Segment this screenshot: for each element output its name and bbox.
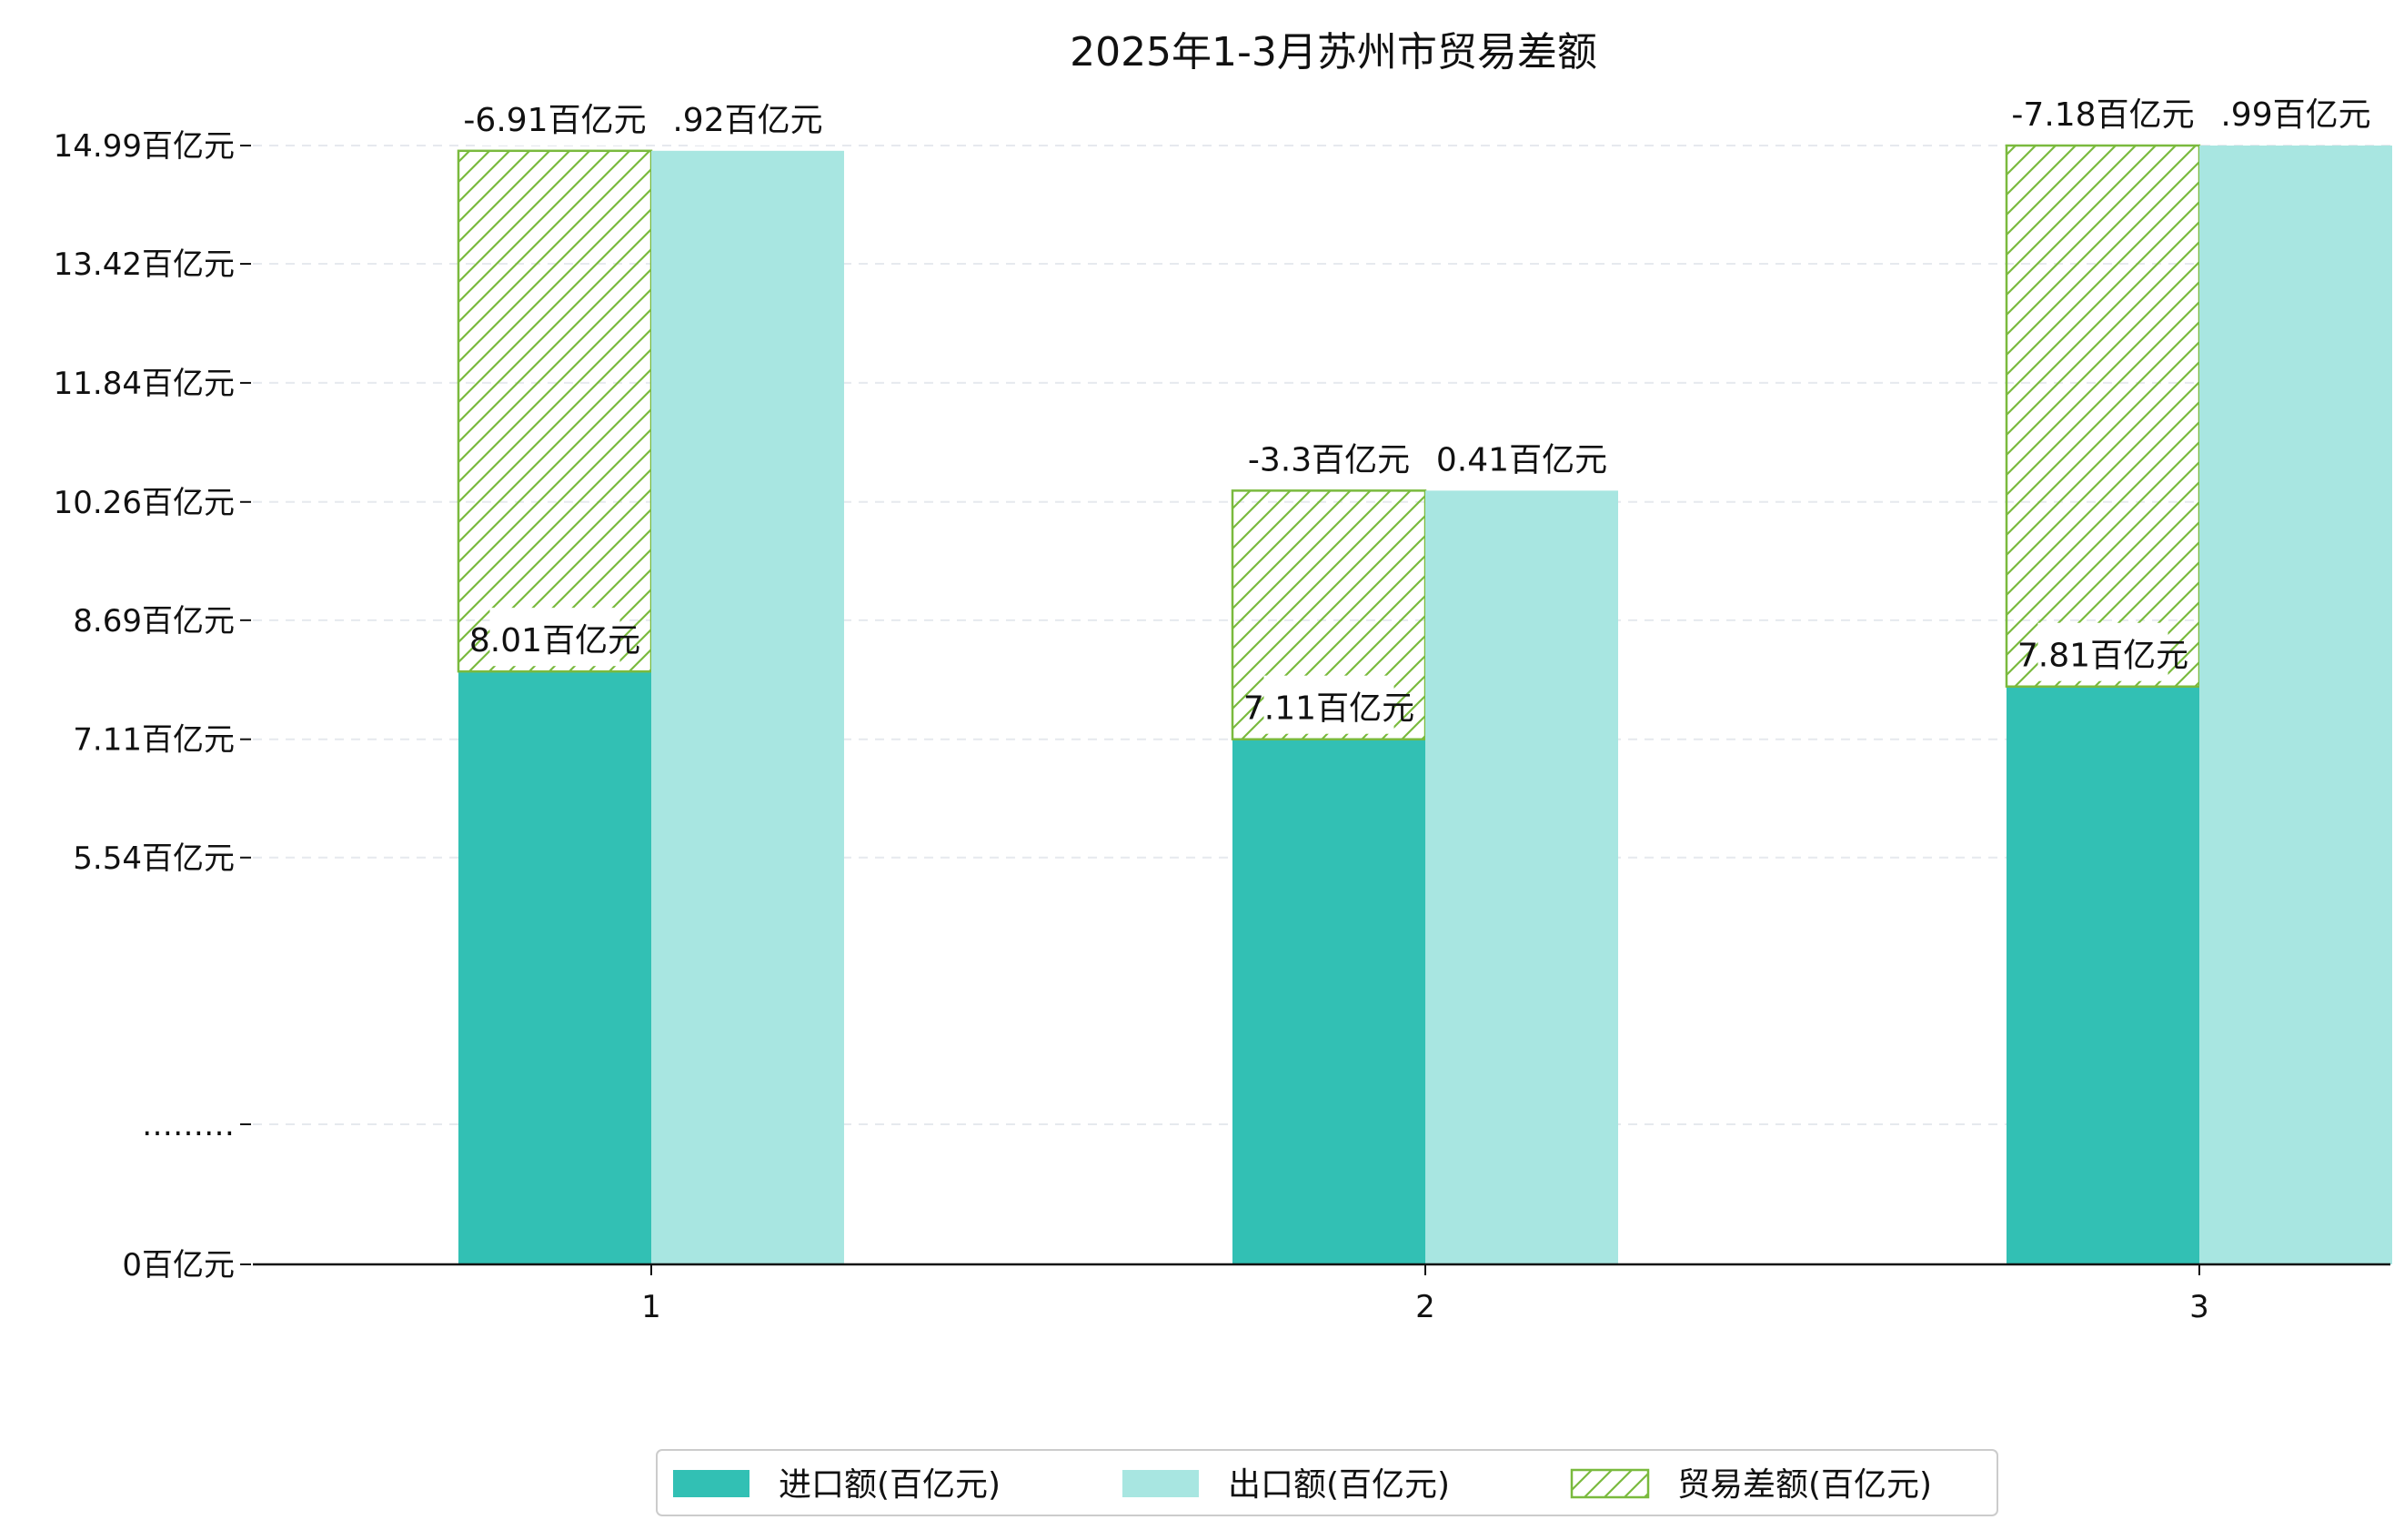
legend-label-2: 贸易差额(百亿元) — [1677, 1466, 1932, 1504]
data-label-balance-2: -3.3百亿元 — [1248, 441, 1410, 478]
data-label-import-1: 8.01百亿元 — [469, 622, 640, 659]
data-label-export-1-bg — [690, 86, 805, 146]
data-label-export-2-bg — [1456, 427, 1587, 486]
bar-export-1 — [651, 150, 844, 1264]
bar-balance-1 — [457, 149, 653, 673]
data-label-import-3-bg — [2037, 622, 2168, 681]
y-tick-label: 13.42百亿元 — [54, 247, 235, 283]
bar-import-1 — [458, 671, 651, 1264]
data-label-import-1-bg — [489, 608, 620, 667]
bar-export-2 — [1425, 490, 1618, 1264]
x-tick-label: 2 — [1415, 1289, 1435, 1325]
legend-label-0: 进口额(百亿元) — [779, 1466, 1001, 1504]
legend-swatch-0 — [673, 1470, 749, 1497]
axes-layer: 0百亿元 ……… 5.54百亿元 7.11百亿元 8.69百亿元 10.26百亿元 11.8… — [54, 128, 2390, 1325]
data-label-export-1: .92百亿元 — [672, 102, 822, 139]
data-label-balance-2-bg — [1263, 427, 1394, 486]
bar-balance-3 — [2005, 144, 2201, 688]
y-tick-label: 10.26百亿元 — [54, 485, 235, 521]
chart-title: 2025年1-3月苏州市贸易差额 — [1070, 29, 1597, 75]
y-tick-label: ……… — [142, 1107, 235, 1143]
x-tick-label: 3 — [2189, 1289, 2209, 1325]
data-label-balance-1-bg — [482, 86, 628, 146]
y-tick-label: 7.11百亿元 — [73, 722, 235, 759]
bars-layer — [457, 144, 2392, 1264]
data-label-import-2: 7.11百亿元 — [1243, 690, 1414, 728]
data-label-export-2: 0.41百亿元 — [1436, 441, 1607, 478]
bar-export-3 — [2199, 146, 2392, 1264]
x-tick-label: 1 — [641, 1289, 661, 1325]
data-label-balance-1: -6.91百亿元 — [463, 102, 646, 139]
legend-label-1: 出口额(百亿元) — [1228, 1466, 1450, 1504]
bar-import-2 — [1232, 739, 1425, 1264]
labels-layer: .92百亿元 8.01百亿元 -6.91百亿元 0.41百亿元 7.11百亿元 -3.3百… — [463, 82, 2371, 734]
legend-frame — [656, 1449, 1998, 1516]
y-tick-label: 8.69百亿元 — [73, 603, 235, 639]
y-tick-label: 14.99百亿元 — [54, 128, 235, 165]
data-label-import-2-bg — [1263, 675, 1394, 734]
data-label-import-3: 7.81百亿元 — [2017, 638, 2188, 675]
data-label-export-3: .99百亿元 — [2220, 96, 2370, 134]
y-tick-label: 5.54百亿元 — [73, 840, 235, 877]
y-tick-label: 0百亿元 — [122, 1247, 235, 1283]
data-label-balance-3-bg — [2030, 82, 2176, 140]
bar-import-3 — [2007, 686, 2199, 1264]
legend: 进口额(百亿元) 出口额(百亿元) 贸易差额(百亿元) — [656, 1449, 1998, 1516]
data-label-export-3-bg — [2238, 82, 2353, 140]
data-label-balance-3: -7.18百亿元 — [2011, 96, 2194, 134]
legend-swatch-1 — [1122, 1470, 1199, 1497]
legend-swatch-2 — [1570, 1468, 1650, 1499]
y-tick-label: 11.84百亿元 — [54, 366, 235, 402]
